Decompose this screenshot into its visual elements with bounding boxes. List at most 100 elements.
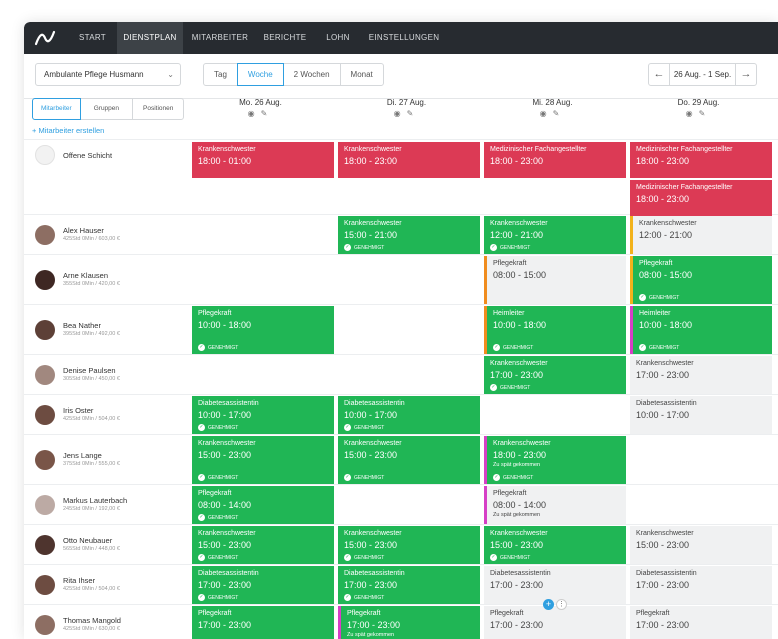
- shift-card[interactable]: Krankenschwester 15:00 - 23:00: [630, 526, 772, 564]
- shift-card[interactable]: Diabetesassistentin 10:00 - 17:00: [630, 396, 772, 434]
- check-icon: ✓: [344, 424, 351, 432]
- shift-card[interactable]: Diabetesassistentin 17:00 - 23:00 ✓ GENEHMI…: [338, 566, 480, 604]
- eye-icon[interactable]: ◉: [393, 109, 407, 118]
- approved-label: GENEHMIGT: [208, 515, 239, 521]
- shift-card[interactable]: Diabetesassistentin 10:00 - 17:00 ✓ GENEHMI…: [338, 396, 480, 434]
- eye-icon[interactable]: ◉: [685, 109, 699, 118]
- shift-time: 17:00 - 23:00: [490, 620, 544, 630]
- edit-icon[interactable]: ✎: [698, 109, 712, 118]
- view-woche-button[interactable]: Woche: [236, 63, 284, 86]
- approved-status: ✓ GENEHMIGT: [198, 424, 238, 432]
- approved-status: ✓ GENEHMIGT: [198, 594, 238, 602]
- tab-gruppen[interactable]: Gruppen: [79, 98, 134, 120]
- shift-card[interactable]: Diabetesassistentin 17:00 - 23:00 ✓ GENEHMI…: [192, 566, 334, 604]
- shift-card[interactable]: Krankenschwester 15:00 - 23:00 ✓ GENEHMIGT: [338, 436, 480, 484]
- shift-card[interactable]: Krankenschwester 15:00 - 23:00 ✓ GENEHMIGT: [338, 526, 480, 564]
- shift-card[interactable]: Heimleiter 10:00 - 18:00 ✓ GENEHMIGT: [484, 306, 626, 354]
- shift-card[interactable]: Krankenschwester 12:00 - 21:00: [630, 216, 772, 254]
- edit-icon[interactable]: ✎: [406, 109, 420, 118]
- staff-row[interactable]: Arne Klausen 355Std 0Min / 420,00 €: [32, 255, 182, 305]
- view-tag-button[interactable]: Tag: [203, 63, 238, 86]
- more-options-icon[interactable]: ⋮: [556, 599, 567, 610]
- shift-card[interactable]: Krankenschwester 17:00 - 23:00 ✓ GENEHMIGT: [484, 356, 626, 394]
- location-select[interactable]: Ambulante Pflege Husmann ⌄: [35, 63, 181, 86]
- staff-row[interactable]: Otto Neubauer 565Std 0Min / 448,00 €: [32, 525, 182, 565]
- shift-card[interactable]: Pflegekraft 17:00 - 23:00: [630, 606, 772, 639]
- check-icon: ✓: [639, 344, 646, 352]
- shift-card[interactable]: Krankenschwester 12:00 - 21:00 ✓ GENEHMIGT: [484, 216, 626, 254]
- shift-card[interactable]: Pflegekraft 08:00 - 14:00 Zu spät gekommen: [484, 486, 626, 524]
- shift-card[interactable]: Diabetesassistentin 17:00 - 23:00: [484, 566, 626, 604]
- shift-card[interactable]: Krankenschwester 15:00 - 23:00 ✓ GENEHMIGT: [192, 526, 334, 564]
- eye-icon[interactable]: ◉: [247, 109, 261, 118]
- shift-card[interactable]: Krankenschwester 15:00 - 23:00 ✓ GENEHMIGT: [484, 526, 626, 564]
- tab-mitarbeiter[interactable]: Mitarbeiter: [32, 98, 81, 120]
- staff-hours-wage: 305Std 0Min / 450,00 €: [63, 376, 120, 382]
- shift-card[interactable]: Krankenschwester 18:00 - 01:00: [192, 142, 334, 178]
- shift-card[interactable]: Pflegekraft 17:00 - 23:00: [192, 606, 334, 639]
- tab-positionen[interactable]: Positionen: [132, 98, 185, 120]
- date-range-label[interactable]: 26 Aug. - 1 Sep.: [669, 64, 736, 85]
- nav-einstellungen[interactable]: EINSTELLUNGEN: [368, 33, 440, 42]
- shift-card[interactable]: Pflegekraft 08:00 - 15:00: [484, 256, 626, 304]
- shift-card[interactable]: Medizinischer Fachangestellter 18:00 - 23…: [630, 180, 772, 216]
- shift-card[interactable]: Pflegekraft 17:00 - 23:00: [484, 606, 626, 639]
- row-divider: [24, 304, 778, 305]
- staff-row[interactable]: Thomas Mangold 425Std 0Min / 630,00 €: [32, 605, 182, 639]
- shift-time: 15:00 - 21:00: [344, 230, 398, 240]
- staff-name: Alex Hauser: [63, 226, 104, 235]
- staff-row[interactable]: Markus Lauterbach 245Std 0Min / 192,00 €: [32, 485, 182, 525]
- shift-card[interactable]: Heimleiter 10:00 - 18:00 ✓ GENEHMIGT: [630, 306, 772, 354]
- staff-row[interactable]: Bea Nather 395Std 0Min / 492,00 €: [32, 305, 182, 355]
- date-range-picker: ← 26 Aug. - 1 Sep. →: [648, 63, 757, 86]
- shift-time: 18:00 - 23:00: [636, 156, 690, 166]
- nav-lohn[interactable]: LOHN: [326, 33, 350, 42]
- shift-card[interactable]: Krankenschwester 18:00 - 23:00 Zu spät gek…: [484, 436, 626, 484]
- staff-row[interactable]: Denise Paulsen 305Std 0Min / 450,00 €: [32, 355, 182, 395]
- shift-card[interactable]: Diabetesassistentin 10:00 - 17:00 ✓ GENEHMI…: [192, 396, 334, 434]
- row-divider: [24, 604, 778, 605]
- shift-card[interactable]: Diabetesassistentin 17:00 - 23:00: [630, 566, 772, 604]
- view-monat-button[interactable]: Monat: [339, 63, 384, 86]
- shift-card[interactable]: Krankenschwester 15:00 - 21:00 ✓ GENEHMIGT: [338, 216, 480, 254]
- avatar: [35, 615, 55, 635]
- edit-icon[interactable]: ✎: [260, 109, 274, 118]
- staff-hours-wage: 425Std 0Min / 630,00 €: [63, 626, 120, 632]
- shift-card[interactable]: Pflegekraft 17:00 - 23:00 Zu spät gekommen: [338, 606, 480, 639]
- shift-card[interactable]: Pflegekraft 08:00 - 14:00 ✓ GENEHMIGT: [192, 486, 334, 524]
- staff-name: Offene Schicht: [63, 151, 113, 160]
- shift-card[interactable]: Medizinischer Fachangestellter 18:00 - 23…: [630, 142, 772, 178]
- shift-time: 18:00 - 23:00: [344, 156, 398, 166]
- view-2-wochen-button[interactable]: 2 Wochen: [282, 63, 341, 86]
- shift-card[interactable]: Medizinischer Fachangestellter 18:00 - 23…: [484, 142, 626, 178]
- nav-berichte[interactable]: BERICHTE: [263, 33, 307, 42]
- staff-row[interactable]: Iris Oster 425Std 0Min / 504,00 €: [32, 395, 182, 435]
- eye-icon[interactable]: ◉: [539, 109, 553, 118]
- staff-name: Jens Lange: [63, 451, 102, 460]
- shift-role: Krankenschwester: [344, 530, 402, 537]
- staff-name: Arne Klausen: [63, 271, 109, 280]
- arrow-left-icon[interactable]: ←: [653, 68, 665, 80]
- staff-row[interactable]: Alex Hauser 425Std 0Min / 603,00 €: [32, 215, 182, 255]
- staff-row[interactable]: Rita Ihser 425Std 0Min / 504,00 €: [32, 565, 182, 605]
- shift-card[interactable]: Pflegekraft 08:00 - 15:00 ✓ GENEHMIGT: [630, 256, 772, 304]
- nav-mitarbeiter[interactable]: MITARBEITER: [191, 33, 249, 42]
- shift-role: Pflegekraft: [198, 610, 232, 617]
- shift-time: 17:00 - 23:00: [636, 580, 690, 590]
- shift-card[interactable]: Krankenschwester 18:00 - 23:00: [338, 142, 480, 178]
- shift-time: 18:00 - 23:00: [493, 450, 547, 460]
- shift-card[interactable]: Pflegekraft 10:00 - 18:00 ✓ GENEHMIGT: [192, 306, 334, 354]
- staff-row[interactable]: Jens Lange 375Std 0Min / 555,00 €: [32, 435, 182, 485]
- shift-time: 17:00 - 23:00: [198, 620, 252, 630]
- add-staff-link[interactable]: + Mitarbeiter erstellen: [32, 126, 105, 135]
- arrow-right-icon[interactable]: →: [740, 68, 752, 80]
- shift-time: 17:00 - 23:00: [344, 580, 398, 590]
- shift-card[interactable]: Krankenschwester 17:00 - 23:00: [630, 356, 772, 394]
- shift-card[interactable]: Krankenschwester 15:00 - 23:00 ✓ GENEHMIGT: [192, 436, 334, 484]
- add-shift-icon[interactable]: +: [543, 599, 554, 610]
- approved-status: ✓ GENEHMIGT: [639, 344, 679, 352]
- nav-start[interactable]: START: [79, 33, 106, 42]
- staff-row[interactable]: Offene Schicht: [32, 140, 182, 215]
- nav-dienstplan[interactable]: DIENSTPLAN: [117, 22, 183, 54]
- edit-icon[interactable]: ✎: [552, 109, 566, 118]
